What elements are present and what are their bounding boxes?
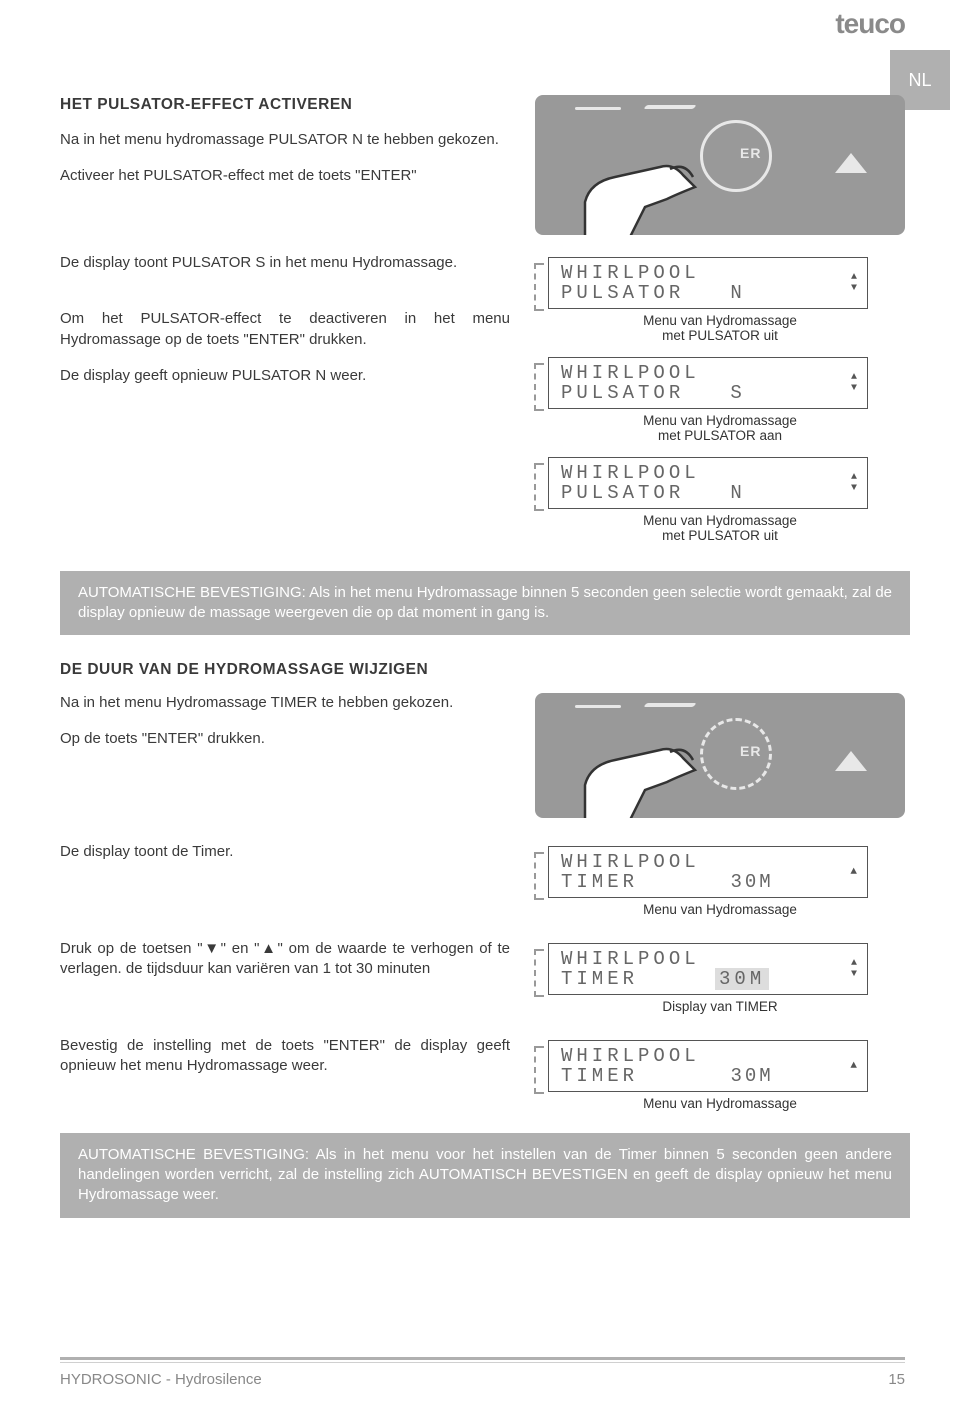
lcd2-line1: WHIRLPOOL	[561, 362, 700, 384]
lcd6-caption: Menu van Hydromassage	[530, 1096, 910, 1111]
control-panel-illustration: ER	[535, 95, 905, 235]
lcd-display-4: WHIRLPOOLTIMER 30M ▲	[548, 846, 910, 898]
lcd6-line1: WHIRLPOOL	[561, 1045, 700, 1067]
lcd5-line2a: TIMER	[561, 968, 638, 990]
page-footer: HYDROSONIC - Hydrosilence 15	[60, 1357, 905, 1388]
section1-p5: De display geeft opnieuw PULSATOR N weer…	[60, 366, 510, 386]
section2-p3: De display toont de Timer.	[60, 842, 510, 862]
panel-button-label: ER	[740, 145, 761, 161]
lcd1-line1: WHIRLPOOL	[561, 262, 700, 284]
page-content: HET PULSATOR-EFFECT ACTIVEREN Na in het …	[60, 20, 910, 1218]
section2-p1: Na in het menu Hydromassage TIMER te heb…	[60, 693, 510, 713]
lcd5-line2b: 30M	[715, 968, 769, 990]
hand-pointer-icon	[575, 720, 735, 818]
section1-p1: Na in het menu hydromassage PULSATOR N t…	[60, 130, 510, 150]
auto-confirm-note-1: AUTOMATISCHE BEVESTIGING: Als in het men…	[60, 571, 910, 636]
hand-pointer-icon	[575, 137, 735, 235]
lcd-display-2: WHIRLPOOLPULSATOR S ▲▼	[548, 357, 910, 409]
lcd3-line1: WHIRLPOOL	[561, 462, 700, 484]
lcd-display-6: WHIRLPOOLTIMER 30M ▲	[548, 1040, 910, 1092]
lcd3-line2: PULSATOR N	[561, 482, 746, 504]
section1-p3: De display toont PULSATOR S in het menu …	[60, 253, 510, 273]
lcd5-caption: Display van TIMER	[530, 999, 910, 1014]
lcd4-line1: WHIRLPOOL	[561, 851, 700, 873]
lcd1-caption: Menu van Hydromassage met PULSATOR uit	[530, 313, 910, 343]
lcd3-caption: Menu van Hydromassage met PULSATOR uit	[530, 513, 910, 543]
section1-p4: Om het PULSATOR-effect te deactiveren in…	[60, 309, 510, 350]
lcd2-line2: PULSATOR S	[561, 382, 746, 404]
lcd6-line2b: 30M	[730, 1065, 773, 1087]
auto-confirm-note-2: AUTOMATISCHE BEVESTIGING: Als in het men…	[60, 1133, 910, 1218]
lcd-display-5: WHIRLPOOLTIMER 30M ▲▼	[548, 943, 910, 995]
up-arrow-icon: ▲	[850, 1061, 857, 1073]
up-arrow-icon: ▲	[850, 867, 857, 879]
lcd1-line2: PULSATOR N	[561, 282, 746, 304]
lcd-display-1: WHIRLPOOLPULSATOR N ▲▼	[548, 257, 910, 309]
lcd5-line1: WHIRLPOOL	[561, 948, 700, 970]
section2-p2: Op de toets "ENTER" drukken.	[60, 729, 510, 749]
up-arrow-icon	[835, 751, 867, 771]
lcd4-line2b: 30M	[730, 871, 773, 893]
updown-arrows-icon: ▲▼	[851, 373, 857, 394]
footer-doc-title: HYDROSONIC - Hydrosilence	[60, 1371, 262, 1388]
lcd2-caption: Menu van Hydromassage met PULSATOR aan	[530, 413, 910, 443]
updown-arrows-icon: ▲▼	[851, 273, 857, 294]
lcd-display-3: WHIRLPOOLPULSATOR N ▲▼	[548, 457, 910, 509]
brand-logo: teuco	[835, 8, 905, 40]
panel-button-label: ER	[740, 743, 761, 759]
control-panel-illustration-2: ER	[535, 693, 905, 818]
lcd4-line2a: TIMER	[561, 871, 638, 893]
footer-page-number: 15	[888, 1371, 905, 1388]
lcd6-line2a: TIMER	[561, 1065, 638, 1087]
updown-arrows-icon: ▲▼	[851, 473, 857, 494]
lcd4-caption: Menu van Hydromassage	[530, 902, 910, 917]
section1-p2: Activeer het PULSATOR-effect met de toet…	[60, 166, 510, 186]
updown-arrows-icon: ▲▼	[851, 959, 857, 980]
up-arrow-icon	[835, 153, 867, 173]
section2-title: DE DUUR VAN DE HYDROMASSAGE WIJZIGEN	[60, 661, 910, 679]
section1-title: HET PULSATOR-EFFECT ACTIVEREN	[60, 95, 510, 116]
section2-p4: Druk op de toetsen "▼" en "▲" om de waar…	[60, 939, 510, 980]
section2-p5: Bevestig de instelling met de toets "ENT…	[60, 1036, 510, 1077]
